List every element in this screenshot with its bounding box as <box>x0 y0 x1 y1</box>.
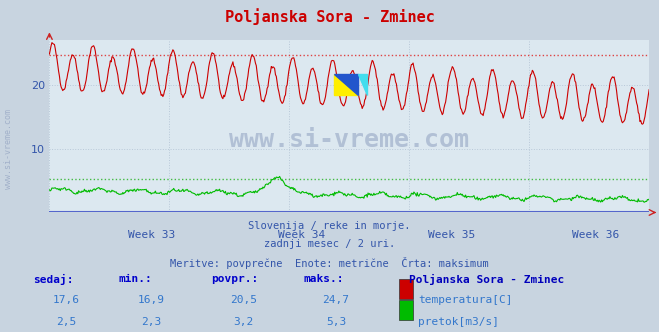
Text: 16,9: 16,9 <box>138 295 165 305</box>
Text: maks.:: maks.: <box>303 274 343 284</box>
Polygon shape <box>358 74 367 95</box>
Text: 2,3: 2,3 <box>142 317 161 327</box>
Text: Week 34: Week 34 <box>277 230 325 240</box>
Text: min.:: min.: <box>119 274 152 284</box>
Text: Week 36: Week 36 <box>571 230 619 240</box>
Text: 24,7: 24,7 <box>323 295 349 305</box>
Text: Week 35: Week 35 <box>428 230 475 240</box>
Text: Meritve: povprečne  Enote: metrične  Črta: maksimum: Meritve: povprečne Enote: metrične Črta:… <box>170 257 489 269</box>
Text: zadnji mesec / 2 uri.: zadnji mesec / 2 uri. <box>264 239 395 249</box>
Text: 17,6: 17,6 <box>53 295 79 305</box>
Text: Poljanska Sora - Zminec: Poljanska Sora - Zminec <box>409 274 564 285</box>
Text: www.si-vreme.com: www.si-vreme.com <box>4 110 13 189</box>
Polygon shape <box>334 74 358 95</box>
Text: 5,3: 5,3 <box>326 317 346 327</box>
Text: 20,5: 20,5 <box>231 295 257 305</box>
Text: 3,2: 3,2 <box>234 317 254 327</box>
Text: pretok[m3/s]: pretok[m3/s] <box>418 317 500 327</box>
Polygon shape <box>334 74 358 95</box>
Text: Week 33: Week 33 <box>128 230 175 240</box>
Text: Poljanska Sora - Zminec: Poljanska Sora - Zminec <box>225 8 434 25</box>
Text: 2,5: 2,5 <box>56 317 76 327</box>
Text: sedaj:: sedaj: <box>33 274 73 285</box>
Text: temperatura[C]: temperatura[C] <box>418 295 513 305</box>
Text: Slovenija / reke in morje.: Slovenija / reke in morje. <box>248 221 411 231</box>
Text: www.si-vreme.com: www.si-vreme.com <box>229 128 469 152</box>
Text: povpr.:: povpr.: <box>211 274 258 284</box>
